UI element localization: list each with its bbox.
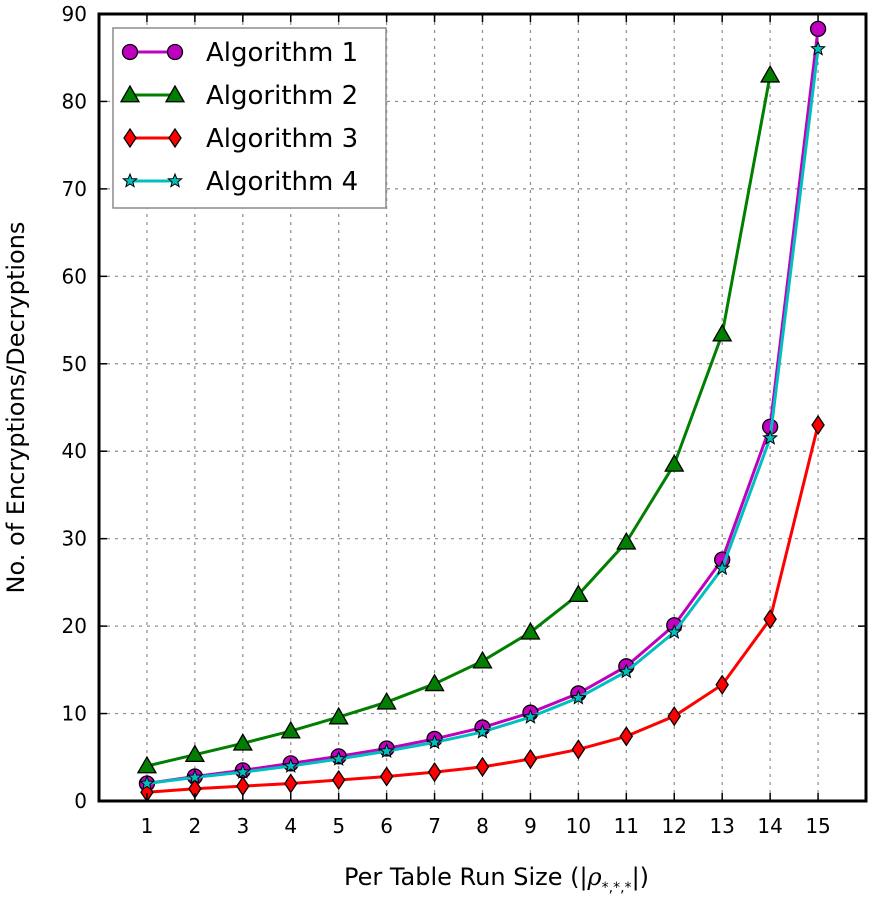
data-point — [136, 755, 158, 774]
legend-item: Algorithm 2 — [119, 81, 358, 111]
data-point — [184, 744, 205, 763]
y-tick-label: 40 — [62, 439, 87, 463]
data-point — [618, 663, 635, 679]
x-tick-label: 4 — [284, 814, 297, 838]
data-point — [811, 414, 825, 436]
legend-marker — [166, 43, 184, 61]
data-point — [570, 689, 587, 705]
x-axis-label: Per Table Run Size (|ρ*,*,*|) — [344, 863, 649, 896]
legend-label: Algorithm 3 — [206, 124, 358, 154]
data-point — [376, 691, 397, 710]
series-2 — [136, 64, 781, 774]
x-tick-label: 8 — [476, 814, 489, 838]
data-point — [283, 773, 298, 794]
data-point — [474, 723, 491, 739]
y-tick-label: 90 — [62, 2, 87, 26]
x-axis-label-close: |) — [632, 863, 649, 891]
data-point — [379, 766, 394, 787]
data-point — [810, 40, 827, 56]
y-tick-label: 80 — [62, 89, 87, 113]
data-point — [328, 706, 349, 725]
x-tick-label: 1 — [141, 814, 154, 838]
data-point — [378, 742, 395, 758]
legend-label: Algorithm 2 — [206, 81, 358, 111]
data-point — [282, 757, 299, 773]
y-tick-label: 30 — [62, 527, 87, 551]
legend-marker — [122, 172, 138, 188]
data-point — [520, 621, 541, 640]
x-tick-label: 9 — [524, 814, 537, 838]
data-point — [809, 20, 827, 38]
x-axis-label-symbol: ρ — [587, 863, 602, 891]
y-tick-label: 20 — [62, 614, 87, 638]
data-point — [714, 560, 731, 576]
data-point — [232, 732, 253, 751]
x-tick-label: 2 — [189, 814, 202, 838]
data-point — [522, 708, 539, 724]
data-point — [331, 769, 346, 791]
data-point — [760, 64, 781, 83]
data-point — [427, 761, 442, 783]
y-tick-label: 60 — [62, 264, 87, 288]
data-point — [186, 769, 203, 785]
data-point — [138, 775, 155, 791]
legend-marker — [164, 84, 186, 103]
x-tick-label: 5 — [332, 814, 345, 838]
legend-label: Algorithm 4 — [206, 167, 358, 197]
y-tick-label: 0 — [74, 789, 87, 813]
data-point — [330, 750, 347, 766]
legend-marker — [123, 127, 137, 149]
legend: Algorithm 1 Algorithm 2 Algorithm 3 Algorit… — [112, 27, 387, 209]
data-point — [666, 623, 683, 640]
x-tick-label: 10 — [566, 814, 591, 838]
y-tick-label: 70 — [62, 177, 87, 201]
data-point — [715, 674, 729, 695]
data-point — [616, 531, 637, 550]
x-tick-label: 14 — [757, 814, 782, 838]
grid-lines — [99, 13, 866, 802]
data-point — [523, 748, 538, 770]
legend-item: Algorithm 4 — [122, 167, 358, 197]
x-tick-label: 15 — [805, 814, 830, 838]
legend-marker — [121, 43, 139, 61]
series-layer — [136, 20, 827, 803]
data-point — [762, 429, 779, 445]
y-tick-label: 10 — [62, 702, 87, 726]
data-point — [664, 454, 685, 472]
data-point — [667, 706, 682, 727]
legend-label: Algorithm 1 — [206, 38, 358, 68]
data-point — [568, 584, 589, 603]
x-tick-label: 3 — [236, 814, 249, 838]
legend-marker — [168, 127, 182, 149]
data-point — [426, 734, 443, 750]
x-tick-label: 7 — [428, 814, 441, 838]
legend-item: Algorithm 1 — [121, 38, 358, 68]
series-line — [146, 74, 772, 768]
data-point — [424, 673, 445, 692]
x-tick-label: 6 — [380, 814, 393, 838]
data-point — [472, 650, 493, 669]
x-tick-label: 13 — [709, 814, 734, 838]
data-point — [763, 608, 777, 630]
data-point — [475, 756, 490, 778]
y-tick-label: 50 — [62, 352, 87, 376]
data-point — [712, 323, 733, 342]
data-point — [280, 720, 301, 739]
legend-item: Algorithm 3 — [123, 124, 358, 154]
x-axis-label-subscript: *,*,* — [602, 880, 632, 896]
x-tick-label: 12 — [662, 814, 687, 838]
y-axis-label: No. of Encryptions/Decryptions — [2, 222, 30, 594]
legend-box — [112, 27, 387, 209]
legend-marker — [167, 172, 183, 188]
data-point — [236, 775, 250, 797]
series-4 — [138, 40, 827, 791]
data-point — [234, 763, 251, 779]
data-point — [571, 739, 586, 760]
x-axis-label-main: Per Table Run Size (| — [344, 863, 588, 891]
data-point — [619, 726, 634, 747]
x-tick-label: 11 — [614, 814, 639, 838]
legend-marker — [119, 84, 141, 103]
